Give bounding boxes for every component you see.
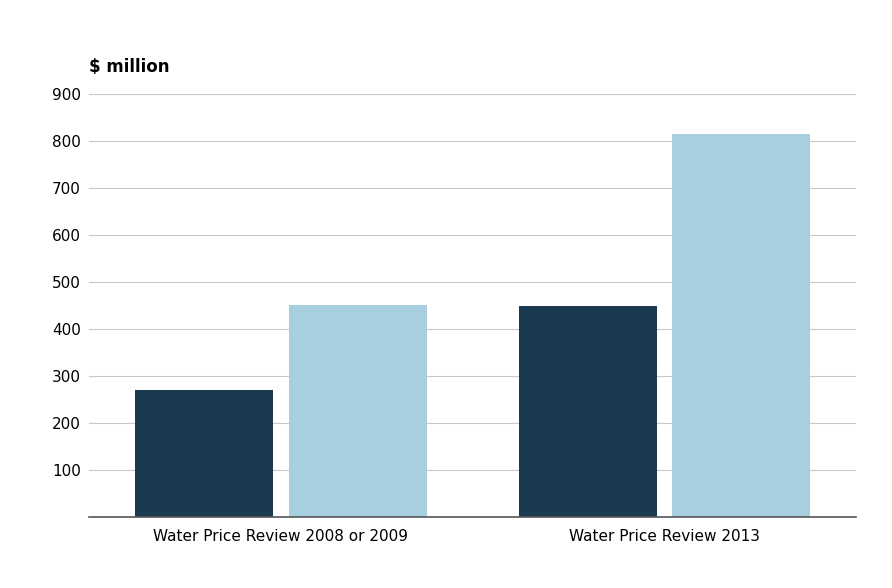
Bar	[289, 305, 426, 517]
Bar	[136, 390, 273, 517]
Text: $ million: $ million	[89, 58, 169, 76]
Bar	[673, 134, 810, 517]
Bar	[519, 306, 657, 517]
